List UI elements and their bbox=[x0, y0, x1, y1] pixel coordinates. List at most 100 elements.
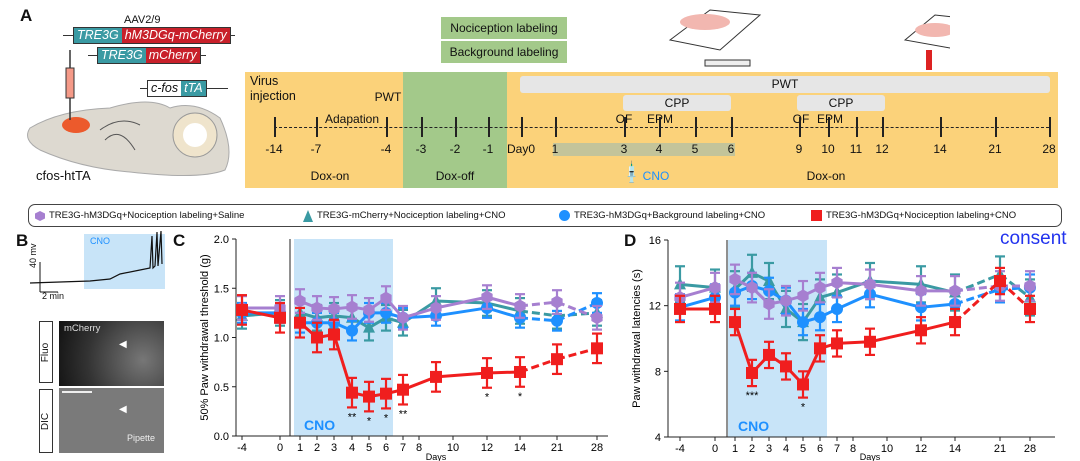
series-line-segment bbox=[556, 311, 598, 318]
data-point-square bbox=[481, 366, 493, 379]
timeline-tick bbox=[799, 117, 801, 137]
x-axis-label: Days bbox=[860, 452, 881, 461]
x-tick-label: 6 bbox=[383, 442, 389, 454]
x-tick-label: -4 bbox=[675, 443, 685, 455]
data-point-square bbox=[591, 342, 603, 355]
data-point-square bbox=[729, 316, 741, 329]
y-tick-label: 1.0 bbox=[214, 333, 229, 345]
legend-label: TRE3G-hM3DGq+Background labeling+CNO bbox=[574, 210, 766, 221]
timeline-tick bbox=[555, 117, 557, 137]
data-point-square bbox=[363, 390, 375, 403]
construct-mcherry: TRE3G mCherry bbox=[97, 47, 201, 64]
gene: hM3DGq-mCherry bbox=[121, 28, 230, 43]
data-point-hexagon bbox=[709, 281, 721, 295]
mouse-line-label: cfos-htTA bbox=[36, 168, 91, 183]
membrane-trace bbox=[29, 230, 163, 293]
data-point-square bbox=[949, 316, 961, 329]
pwt-bar: PWT bbox=[520, 76, 1050, 93]
timeline-tick bbox=[1049, 117, 1051, 137]
data-point-hexagon bbox=[397, 311, 409, 325]
data-point-square bbox=[236, 303, 248, 316]
series-line-segment bbox=[801, 347, 822, 386]
timeline-tick-label: 28 bbox=[1042, 142, 1056, 156]
timeline-tick bbox=[659, 117, 661, 137]
series-line-segment bbox=[519, 300, 558, 308]
data-point-square bbox=[915, 324, 927, 337]
timeline-tick-label: -2 bbox=[449, 142, 461, 156]
cno-label: CNO bbox=[738, 418, 769, 434]
timeline-tick bbox=[695, 117, 697, 137]
y-axis-label: Paw withdrawal latencies (s) bbox=[631, 269, 643, 408]
x-tick-label: 2 bbox=[749, 443, 755, 455]
timeline-tick bbox=[488, 117, 490, 137]
timeline-tick bbox=[624, 117, 626, 137]
x-tick-label: 10 bbox=[881, 443, 893, 455]
data-point-hexagon bbox=[328, 302, 340, 316]
series-line-segment bbox=[954, 273, 1001, 294]
data-point-square bbox=[674, 302, 686, 315]
timeline-tick-label: 6 bbox=[727, 142, 735, 156]
cpp-bar-2: CPP bbox=[797, 95, 885, 111]
cno-window bbox=[553, 143, 735, 156]
x-tick-label: 5 bbox=[800, 443, 806, 455]
x-tick-label: 2 bbox=[314, 442, 320, 454]
x-tick-label: 14 bbox=[949, 443, 961, 455]
series-line-segment bbox=[953, 279, 1002, 324]
x-tick-label: 7 bbox=[400, 442, 406, 454]
dox-on-label-2: Dox-on bbox=[806, 169, 846, 183]
x-tick-label: 6 bbox=[817, 443, 823, 455]
significance-marker: * bbox=[801, 402, 806, 414]
panel-b-label: B bbox=[16, 231, 29, 250]
significance-marker: * bbox=[367, 415, 372, 427]
data-point-hexagon bbox=[481, 290, 493, 304]
data-point-hexagon bbox=[1024, 279, 1036, 293]
data-point-hexagon bbox=[831, 276, 843, 290]
timeline-tick-label: 4 bbox=[655, 142, 663, 156]
x-tick-label: 21 bbox=[551, 442, 563, 454]
virus-injection-label: Virus injection bbox=[250, 74, 296, 103]
data-point-square bbox=[328, 328, 340, 341]
data-point-square bbox=[430, 370, 442, 383]
scale-time: 2 min bbox=[42, 291, 65, 301]
y-tick-label: 8 bbox=[655, 366, 661, 378]
timeline-tick-label: 12 bbox=[875, 142, 889, 156]
nociception-labeling: Nociception labeling bbox=[441, 17, 567, 39]
x-tick-label: 0 bbox=[277, 442, 283, 454]
data-point-triangle bbox=[363, 320, 375, 333]
data-point-square bbox=[294, 316, 306, 329]
significance-marker: * bbox=[518, 391, 523, 403]
timeline-tick-label: 3 bbox=[620, 142, 628, 156]
timeline-tick bbox=[828, 117, 830, 137]
promoter: TRE3G bbox=[74, 28, 122, 43]
x-tick-label: 8 bbox=[850, 443, 856, 455]
dox-on-label-1: Dox-on bbox=[310, 169, 350, 183]
series-line-segment bbox=[733, 321, 754, 374]
data-point-square bbox=[763, 348, 775, 361]
data-point-square bbox=[709, 302, 721, 315]
data-point-hexagon bbox=[746, 281, 758, 295]
timeline-tick-label: -3 bbox=[415, 142, 427, 156]
dic-label-box: DIC bbox=[39, 389, 53, 453]
of-label-2: OF bbox=[792, 112, 810, 126]
timeline-tick-label: 11 bbox=[849, 142, 863, 156]
data-point-hexagon bbox=[915, 284, 927, 298]
series-line-segment bbox=[435, 306, 488, 318]
timeline-tick bbox=[995, 117, 997, 137]
timeline-tick bbox=[455, 117, 457, 137]
significance-marker: ** bbox=[399, 408, 408, 420]
timeline-tick-label: -4 bbox=[380, 142, 392, 156]
series-line-segment bbox=[556, 300, 598, 320]
data-point-square bbox=[380, 387, 392, 400]
arrowhead-icon: ◀ bbox=[119, 404, 127, 415]
data-point-square bbox=[864, 335, 876, 348]
y-tick-label: 2.0 bbox=[214, 234, 229, 246]
legend: TRE3G-hM3DGq+Nociception labeling+Saline… bbox=[28, 204, 1062, 227]
consent-link[interactable]: consent bbox=[1000, 228, 1067, 249]
data-point-hexagon bbox=[729, 272, 741, 286]
fluorescence-image: mCherry ◀ bbox=[59, 321, 164, 386]
series-line-segment bbox=[679, 282, 716, 290]
data-point-circle bbox=[915, 301, 927, 314]
timeline-tick bbox=[731, 117, 733, 137]
data-point-square bbox=[780, 360, 792, 373]
data-point-square bbox=[311, 331, 323, 344]
